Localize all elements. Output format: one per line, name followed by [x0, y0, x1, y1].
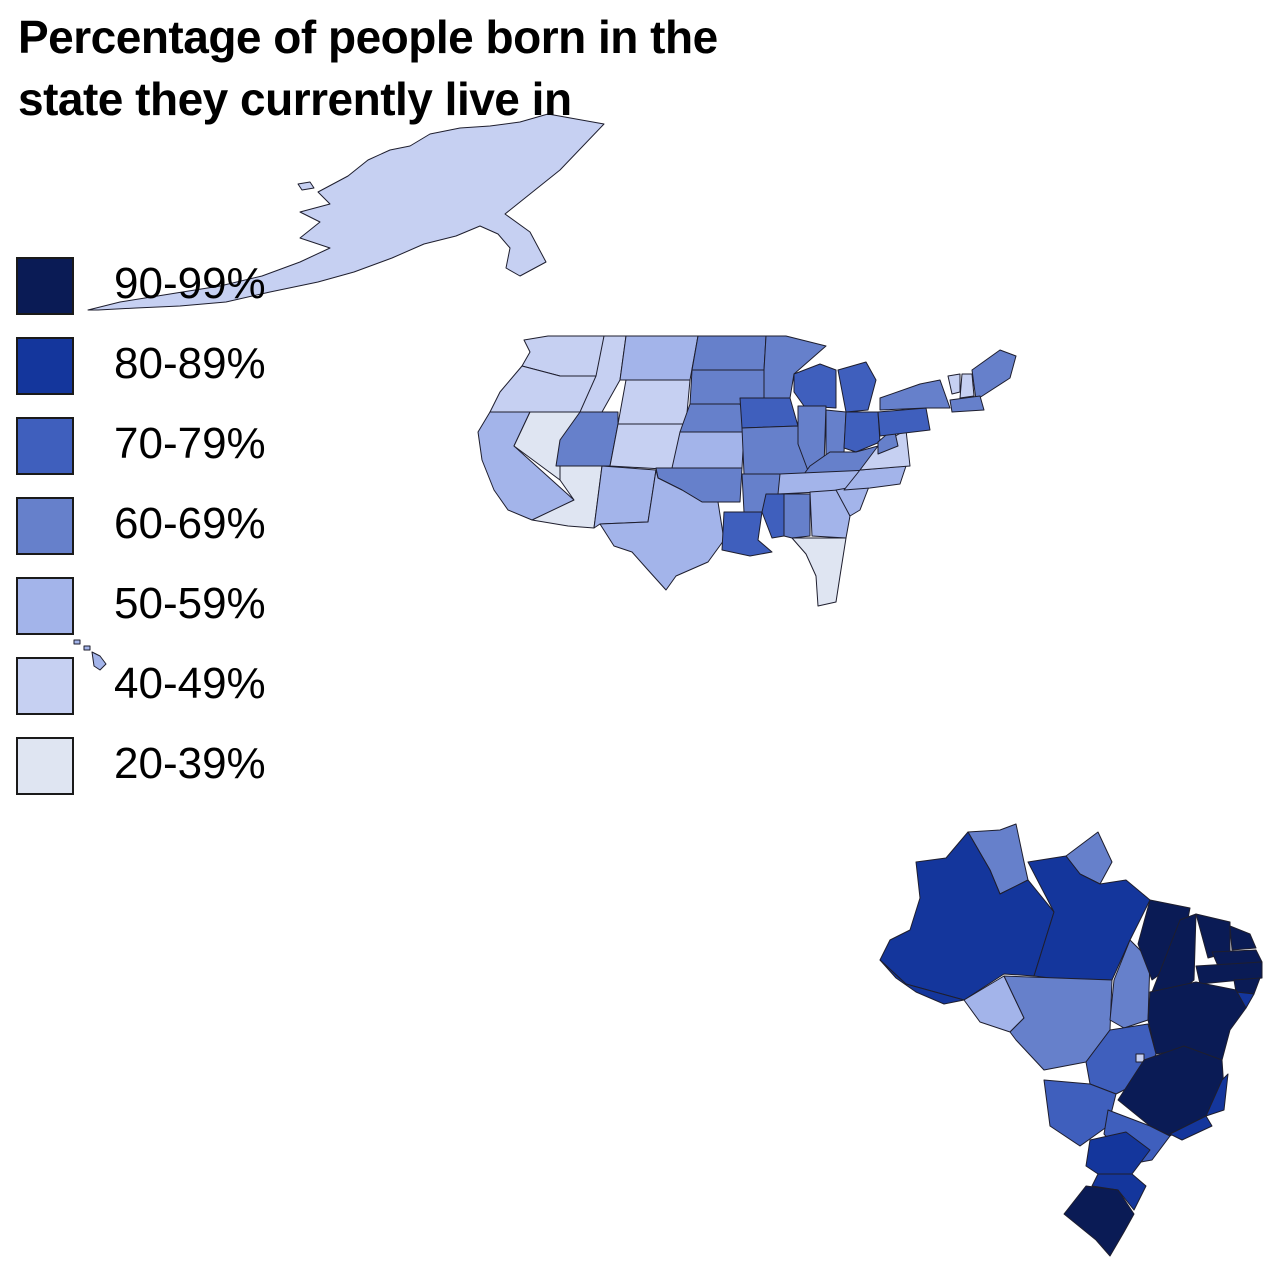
hawaii-big-island — [91, 651, 107, 671]
hawaii-oahu — [73, 639, 81, 645]
state-new-york — [879, 379, 951, 411]
state-iowa — [739, 397, 799, 429]
legend-label: 80-89% — [114, 339, 266, 388]
state-rio-grande-do-norte — [1229, 925, 1257, 951]
legend-item: 60-69% — [16, 496, 316, 555]
state-alagoas — [1233, 977, 1261, 995]
legend-swatch — [16, 737, 74, 795]
state-rio-grande-do-sul — [1063, 1185, 1135, 1257]
brazil-map — [879, 823, 1263, 1257]
state-pernambuco — [1195, 961, 1263, 985]
legend-swatch — [16, 497, 74, 555]
state-bahia — [1147, 981, 1247, 1061]
alaska — [87, 113, 605, 311]
legend-label: 90-99% — [114, 259, 266, 308]
state-espirito-santo — [1205, 1073, 1229, 1117]
legend-item: 90-99% — [16, 256, 316, 315]
state-minnesota — [763, 335, 827, 399]
legend-item: 70-79% — [16, 416, 316, 475]
state-vermont — [947, 373, 961, 395]
state-wisconsin — [793, 363, 837, 409]
legend-item: 20-39% — [16, 736, 316, 795]
state-amazonas — [879, 831, 1055, 1001]
legend-swatch — [16, 577, 74, 635]
state-texas — [599, 469, 725, 591]
state-mato-grosso — [1003, 975, 1113, 1071]
state-massachusetts — [949, 395, 985, 413]
legend-item: 50-59% — [16, 576, 316, 635]
state-wyoming — [617, 379, 691, 425]
usa-map — [477, 335, 1017, 607]
legend-swatch — [16, 657, 74, 715]
state-kansas — [671, 431, 745, 469]
state-montana — [619, 335, 699, 381]
legend-item: 80-89% — [16, 336, 316, 395]
state-acre — [879, 959, 965, 1005]
legend-label: 70-79% — [114, 419, 266, 468]
state-mississippi — [761, 493, 785, 539]
state-north-dakota — [691, 335, 767, 371]
state-new-mexico — [593, 465, 657, 529]
state-indiana — [825, 409, 847, 457]
state-georgia — [809, 489, 851, 539]
page-title: Percentage of people born in the state t… — [18, 11, 718, 125]
state-pennsylvania — [877, 407, 931, 437]
state-santa-catarina — [1091, 1173, 1147, 1211]
state-florida — [791, 537, 847, 607]
legend-label: 50-59% — [114, 579, 266, 628]
legend-swatch — [16, 257, 74, 315]
state-new-hampshire — [959, 373, 975, 399]
legend-label: 40-49% — [114, 659, 266, 708]
alaska-map — [87, 113, 605, 311]
state-michigan — [837, 361, 877, 413]
legend-swatch — [16, 417, 74, 475]
state-para — [1027, 855, 1151, 981]
state-maine — [971, 349, 1017, 401]
hawaii-maui — [83, 645, 91, 651]
state-ohio — [843, 411, 881, 453]
state-distrito-federal — [1135, 1053, 1145, 1063]
legend-swatch — [16, 337, 74, 395]
state-alabama — [783, 493, 811, 539]
hawaii-map — [73, 639, 107, 671]
legend-label: 60-69% — [114, 499, 266, 548]
state-rio-de-janeiro — [1169, 1115, 1213, 1141]
alaska-island — [297, 181, 315, 191]
legend-label: 20-39% — [114, 739, 266, 788]
legend-item: 40-49% — [16, 656, 316, 715]
